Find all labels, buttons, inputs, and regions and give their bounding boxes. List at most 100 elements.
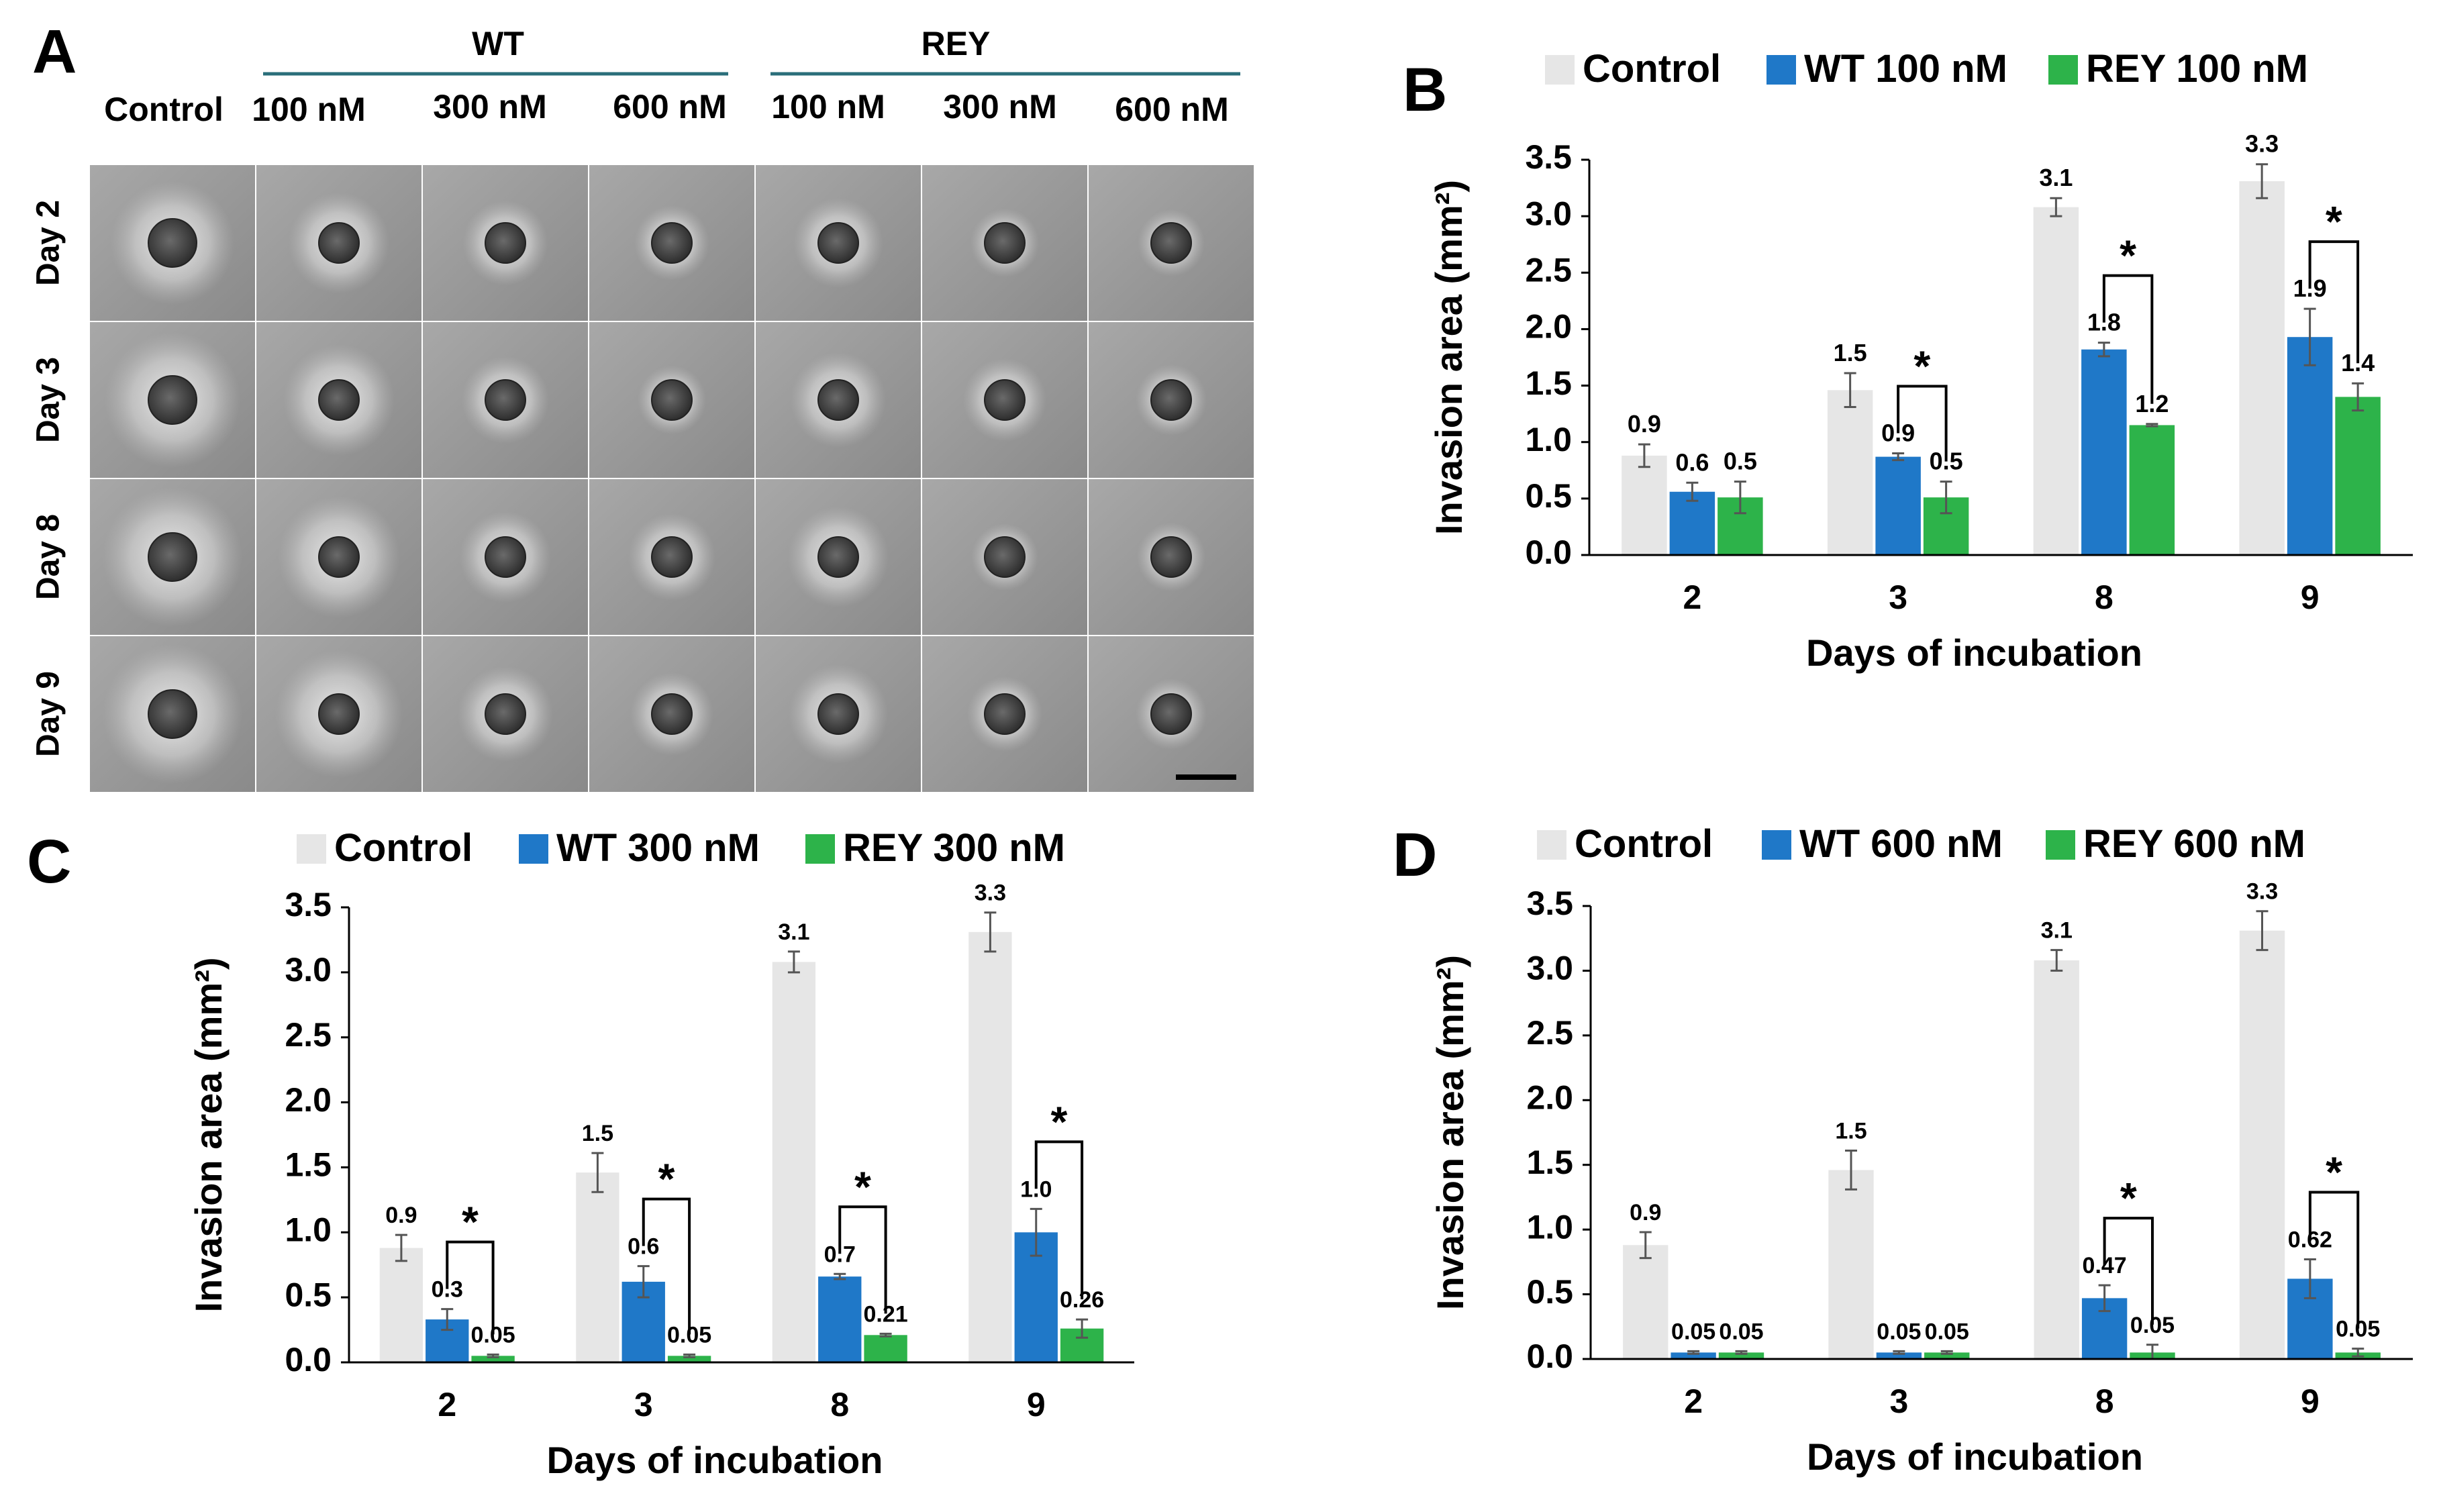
micrograph-tile xyxy=(589,479,754,635)
bar xyxy=(2287,337,2333,555)
data-label: 0.9 xyxy=(1630,1200,1661,1225)
spheroid-core xyxy=(485,693,526,735)
day-row-label: Day 2 xyxy=(31,200,66,286)
micrograph-tile xyxy=(922,636,1087,792)
bar xyxy=(968,931,1012,1362)
bar xyxy=(2335,397,2381,555)
data-label: 3.3 xyxy=(2245,130,2279,158)
bar xyxy=(2239,181,2285,556)
significance-bracket xyxy=(2102,274,2154,404)
bar xyxy=(2239,930,2285,1359)
bar xyxy=(772,962,816,1362)
significance-star: * xyxy=(2120,232,2136,280)
y-tick-label: 1.0 xyxy=(285,1211,332,1248)
bar xyxy=(1876,1352,1922,1359)
day-row-label: Day 3 xyxy=(31,357,66,443)
significance-star: * xyxy=(658,1155,675,1203)
y-tick-label: 1.0 xyxy=(1525,421,1572,458)
micrograph-tile xyxy=(922,322,1087,478)
spheroid-core xyxy=(817,536,859,578)
panel-b-label: B xyxy=(1403,56,1447,124)
x-tick-label: 9 xyxy=(2301,1382,2320,1420)
y-tick-label: 2.0 xyxy=(1525,308,1572,346)
micrograph-tile xyxy=(256,322,421,478)
wt-100-label: 100 nM xyxy=(252,91,366,128)
y-tick-label: 0.0 xyxy=(1525,534,1572,571)
legend-label: WT 600 nM xyxy=(1799,822,2003,866)
significance-star: * xyxy=(2326,1148,2342,1197)
y-tick-label: 2.5 xyxy=(1526,1014,1573,1052)
data-label: 0.5 xyxy=(1724,448,1757,475)
wt-300-label: 300 nM xyxy=(433,88,547,125)
y-axis-title: Invasion area (mm²) xyxy=(1429,955,1471,1310)
x-tick-label: 3 xyxy=(1889,1382,1908,1420)
spheroid-core xyxy=(651,693,693,735)
x-tick-label: 3 xyxy=(634,1386,653,1423)
micrograph-tile xyxy=(756,165,921,321)
data-label: 0.05 xyxy=(1877,1319,1921,1344)
data-label: 3.1 xyxy=(2041,918,2073,944)
micrograph-tile xyxy=(1089,165,1254,321)
micrograph-tile xyxy=(90,165,255,321)
significance-bracket xyxy=(838,1205,887,1314)
x-tick-label: 2 xyxy=(1683,578,1701,616)
day-row-label: Day 8 xyxy=(31,514,66,600)
spheroid-core xyxy=(485,536,526,578)
legend-swatch xyxy=(1537,830,1566,860)
legend-swatch xyxy=(805,834,835,864)
micrograph-tile xyxy=(256,165,421,321)
spheroid-core xyxy=(984,693,1026,735)
x-tick-label: 2 xyxy=(438,1386,456,1423)
legend-label: Control xyxy=(1583,47,1721,91)
data-label: 3.1 xyxy=(778,919,809,945)
spheroid-core xyxy=(318,536,360,578)
y-tick-label: 0.5 xyxy=(1526,1273,1573,1311)
micrograph-tile xyxy=(1089,636,1254,792)
x-tick-label: 3 xyxy=(1889,578,1907,616)
data-label: 3.3 xyxy=(975,880,1006,906)
micrograph-tile xyxy=(423,165,588,321)
bar xyxy=(2129,425,2175,555)
wt-600-label: 600 nM xyxy=(613,88,727,125)
micrograph-tile xyxy=(256,636,421,792)
legend-swatch xyxy=(1762,830,1791,860)
y-tick-label: 3.5 xyxy=(1525,138,1572,176)
spheroid-core xyxy=(318,222,360,264)
panel-a: A Control WT REY 100 nM 300 nM 600 nM 10… xyxy=(31,17,1254,792)
data-label: 0.9 xyxy=(1628,410,1661,438)
spheroid-core xyxy=(1150,222,1192,264)
spheroid-core xyxy=(485,379,526,421)
bar xyxy=(1623,1245,1669,1359)
micrograph-tile xyxy=(423,479,588,635)
spheroid-core xyxy=(651,536,693,578)
y-tick-label: 1.5 xyxy=(1526,1144,1573,1181)
bar xyxy=(1671,1352,1716,1359)
micrograph-tile xyxy=(1089,322,1254,478)
spheroid-core xyxy=(651,379,693,421)
panel-d-label: D xyxy=(1393,821,1437,889)
y-tick-label: 3.5 xyxy=(285,886,332,923)
bar xyxy=(1827,390,1873,555)
micrograph-tile xyxy=(90,479,255,635)
chart-b: Control WT 100 nM REY 100 nM 0.0 0.5 1.0 1.5 2.… xyxy=(1428,47,2413,674)
micrograph-tile xyxy=(423,322,588,478)
spheroid-core xyxy=(984,536,1026,578)
significance-star: * xyxy=(1050,1097,1067,1146)
x-axis-title: Days of incubation xyxy=(1806,632,2142,674)
spheroid-core xyxy=(318,379,360,421)
bar xyxy=(818,1276,862,1362)
significance-bracket xyxy=(446,1240,495,1335)
legend-label: WT 300 nM xyxy=(556,826,760,870)
y-tick-label: 0.5 xyxy=(1525,477,1572,515)
bar xyxy=(1875,456,1921,555)
spheroid-core xyxy=(984,379,1026,421)
legend-label: Control xyxy=(1575,822,1713,866)
spheroid-core xyxy=(148,375,197,425)
spheroid-core xyxy=(817,222,859,264)
significance-star: * xyxy=(462,1198,479,1246)
chart-c: Control WT 300 nM REY 300 nM 0.0 0.5 1.0 1.5 2.… xyxy=(187,826,1134,1481)
bar xyxy=(1828,1170,1874,1359)
y-axis-title: Invasion area (mm²) xyxy=(1428,180,1470,535)
chart-d: Control WT 600 nM REY 600 nM 0.0 0.5 1.0 1.5 2.… xyxy=(1429,822,2413,1478)
